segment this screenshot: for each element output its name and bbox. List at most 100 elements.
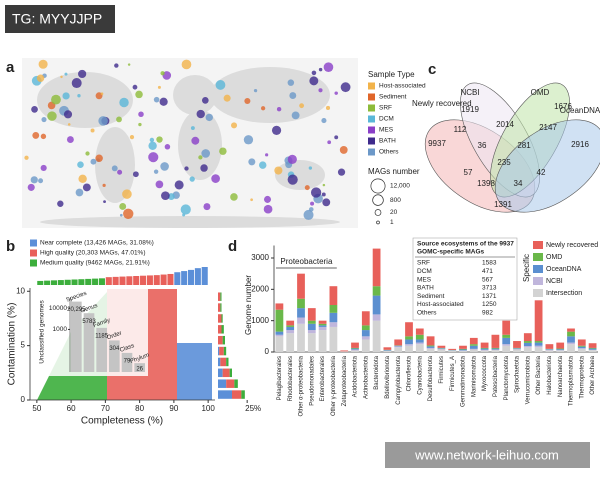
bar-segment bbox=[459, 350, 467, 352]
sample-site bbox=[103, 200, 106, 204]
sample-site bbox=[159, 97, 168, 106]
y-tick-label: 0 bbox=[265, 347, 270, 356]
sample-site bbox=[244, 97, 251, 105]
bar-segment bbox=[469, 337, 478, 345]
bar-segment bbox=[567, 342, 575, 345]
venn-count: 1919 bbox=[461, 105, 479, 114]
bar-segment bbox=[577, 346, 586, 349]
sample-site bbox=[153, 169, 159, 174]
x-tick-label: Thermoplasmatota bbox=[569, 355, 575, 406]
sample-site bbox=[148, 152, 159, 163]
venn-set bbox=[494, 119, 600, 213]
sample-site bbox=[200, 164, 208, 172]
x-tick-label: Firmicutes bbox=[439, 356, 445, 384]
histogram-bar bbox=[194, 268, 201, 285]
legend-swatch bbox=[368, 126, 375, 134]
bar-segment bbox=[415, 339, 424, 343]
sample-site bbox=[181, 59, 192, 70]
inset-bar bbox=[83, 313, 95, 372]
venn-count: 36 bbox=[478, 141, 487, 150]
sample-site bbox=[198, 155, 203, 160]
legend-swatch bbox=[368, 93, 375, 101]
x-tick-label: Other Archaea bbox=[590, 355, 596, 394]
bar-segment bbox=[480, 348, 489, 350]
x-tick-label: Bdellovibrionota bbox=[385, 355, 391, 398]
histogram-bar bbox=[78, 279, 85, 285]
bar-segment bbox=[286, 330, 295, 334]
histogram-bar bbox=[222, 335, 225, 345]
histogram-bar bbox=[126, 276, 133, 285]
bar-segment bbox=[577, 348, 586, 349]
bar-segment bbox=[513, 348, 521, 350]
bar-segment bbox=[275, 334, 284, 337]
legend-label: Others bbox=[379, 149, 399, 156]
legend-swatch bbox=[533, 241, 543, 249]
x-tick-label: Planctomycetota bbox=[504, 355, 510, 400]
bar-segment bbox=[545, 349, 554, 350]
histogram-bar bbox=[153, 275, 160, 285]
sample-site bbox=[116, 116, 122, 123]
histogram-bar bbox=[50, 280, 58, 285]
table-cell: 1583 bbox=[482, 260, 497, 267]
histogram-bar bbox=[57, 280, 64, 285]
sample-site bbox=[66, 136, 74, 144]
y-tick-label: 0 bbox=[21, 395, 26, 404]
bar-segment bbox=[534, 300, 543, 342]
sample-site bbox=[223, 94, 231, 102]
sample-site bbox=[40, 164, 47, 172]
venn-count: 34 bbox=[514, 179, 523, 188]
bar-segment bbox=[405, 336, 413, 340]
histogram-bar bbox=[218, 379, 227, 388]
legend-label: High quality (20,303 MAGs, 47.01%) bbox=[40, 250, 146, 257]
bar-segment bbox=[480, 350, 489, 352]
x-tick-label: Other Bacteria bbox=[536, 355, 542, 394]
legend-label: BATH bbox=[379, 138, 396, 145]
bar-segment bbox=[415, 328, 424, 335]
sample-site bbox=[243, 135, 254, 145]
histogram-bar bbox=[222, 368, 230, 378]
panel-label: a bbox=[6, 59, 15, 76]
table-cell: Sediment bbox=[417, 293, 445, 300]
bar-segment bbox=[534, 342, 543, 346]
y-axis-title: Contamination (%) bbox=[7, 303, 18, 386]
sample-site bbox=[60, 75, 63, 79]
table-cell: Host-associated bbox=[417, 301, 464, 308]
y-tick-label: 3000 bbox=[251, 253, 269, 262]
x-tick-label: Verrucomicrobiota bbox=[525, 355, 531, 404]
sample-site bbox=[71, 78, 82, 89]
bar-segment bbox=[523, 346, 532, 348]
histogram-bar bbox=[226, 379, 235, 388]
histogram-bar bbox=[187, 269, 195, 285]
x-tick-label: Acidobacteriota bbox=[353, 355, 359, 397]
y-tick-label: 5 bbox=[21, 341, 26, 350]
sample-site bbox=[259, 161, 267, 169]
table-cell: 982 bbox=[482, 310, 493, 317]
table-cell: 3713 bbox=[482, 285, 497, 292]
watermark-box bbox=[5, 5, 115, 33]
x-tick-label: Pseudomonadales bbox=[309, 356, 315, 406]
legend-swatch bbox=[30, 239, 37, 247]
venn-set-label: Newly recovered bbox=[412, 99, 472, 108]
legend-swatch bbox=[533, 277, 543, 285]
legend-swatch bbox=[533, 265, 543, 273]
bar-segment bbox=[415, 334, 424, 340]
inset-category-label: Genus bbox=[80, 303, 99, 315]
inset-value-label: 1185 bbox=[95, 333, 109, 339]
bar-segment bbox=[372, 286, 381, 296]
legend-swatch bbox=[30, 249, 37, 257]
sample-site bbox=[230, 193, 238, 201]
bar-segment bbox=[426, 346, 435, 348]
bar-segment bbox=[372, 314, 381, 321]
bar-segment bbox=[286, 333, 295, 352]
venn-count: 1391 bbox=[494, 200, 512, 209]
watermark-box bbox=[385, 442, 590, 468]
bar-segment bbox=[513, 348, 521, 349]
sample-site bbox=[203, 203, 211, 211]
table-cell: 471 bbox=[482, 268, 493, 275]
table-cell: Others bbox=[417, 310, 437, 317]
bar-segment bbox=[567, 328, 575, 332]
sample-site bbox=[274, 166, 283, 175]
y-axis-title: Unclassified genomes bbox=[39, 299, 46, 363]
x-tick-label: 70 bbox=[101, 404, 110, 413]
legend-swatch bbox=[30, 259, 37, 267]
